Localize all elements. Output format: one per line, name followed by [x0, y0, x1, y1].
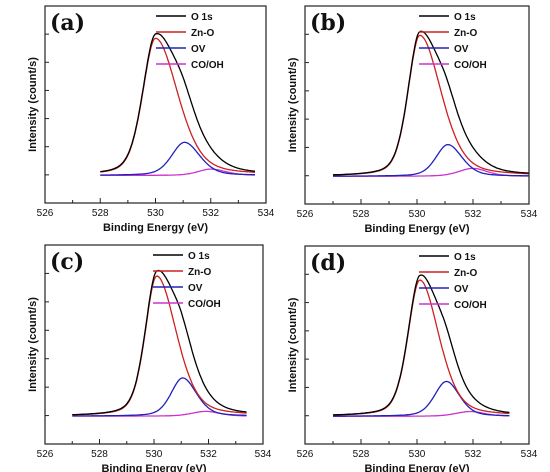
- x-axis-title: Binding Energy (eV): [364, 223, 469, 235]
- panel-label: (d): [310, 250, 346, 276]
- legend-label: O 1s: [191, 12, 213, 23]
- series-line: [100, 37, 256, 173]
- legend-label: CO/OH: [191, 60, 224, 71]
- x-tick-label: 528: [353, 209, 370, 220]
- legend-label: CO/OH: [454, 300, 487, 311]
- x-tick-label: 526: [297, 449, 314, 460]
- y-axis-title: Intensity (count/s): [27, 297, 39, 392]
- legend-label: Zn-O: [191, 28, 215, 39]
- legend-label: CO/OH: [188, 299, 221, 310]
- series-line: [333, 30, 530, 176]
- x-tick-label: 530: [147, 208, 164, 219]
- series-line: [333, 380, 510, 417]
- x-tick-label: 534: [521, 449, 538, 460]
- x-tick-label: 528: [353, 449, 370, 460]
- x-tick-label: 534: [521, 209, 538, 220]
- y-axis-title: Intensity (count/s): [287, 57, 299, 152]
- series-line: [100, 168, 255, 177]
- x-tick-label: 526: [37, 208, 54, 219]
- legend-label: OV: [188, 283, 203, 294]
- y-axis-title: Intensity (count/s): [287, 297, 299, 392]
- legend-label: OV: [454, 44, 469, 55]
- x-tick-label: 528: [92, 208, 109, 219]
- series-line: [333, 34, 530, 176]
- chart-panel: 526 528 530 532 534 Binding Energy (eV) Intens…: [287, 5, 538, 235]
- series-line: [100, 141, 255, 176]
- chart-panel: 526 528 530 532 534 Binding Energy (eV) Intens…: [287, 245, 538, 472]
- legend-label: OV: [454, 284, 469, 295]
- panel-label: (a): [50, 10, 85, 36]
- x-tick-label: 526: [37, 449, 54, 460]
- x-axis-title: Binding Energy (eV): [101, 463, 206, 472]
- legend-label: OV: [191, 44, 206, 55]
- x-tick-label: 530: [409, 209, 426, 220]
- panel-label: (c): [50, 249, 84, 275]
- x-axis-title: Binding Energy (eV): [364, 463, 469, 472]
- series-line: [332, 274, 510, 416]
- x-tick-label: 532: [202, 208, 219, 219]
- panel-label: (b): [310, 10, 346, 36]
- series-line: [72, 377, 247, 417]
- x-tick-label: 532: [465, 449, 482, 460]
- x-tick-label: 532: [200, 449, 217, 460]
- x-tick-label: 530: [146, 449, 163, 460]
- series-line: [100, 32, 256, 173]
- x-tick-label: 530: [409, 449, 426, 460]
- x-tick-label: 534: [258, 208, 275, 219]
- legend-label: Zn-O: [454, 268, 478, 279]
- chart-panel: 526 528 530 532 534 Binding Energy (eV) Intens…: [27, 244, 272, 472]
- x-axis-title: Binding Energy (eV): [103, 222, 208, 234]
- x-tick-label: 534: [255, 449, 272, 460]
- legend-label: O 1s: [188, 251, 210, 262]
- series-line: [333, 143, 529, 177]
- x-tick-label: 532: [465, 209, 482, 220]
- series-line: [72, 269, 247, 416]
- legend-label: Zn-O: [188, 267, 212, 278]
- legend-label: Zn-O: [454, 28, 478, 39]
- legend-label: O 1s: [454, 252, 476, 263]
- chart-panel: 526 528 530 532 534 Binding Energy (eV) Intens…: [27, 5, 275, 234]
- legend-label: CO/OH: [454, 60, 487, 71]
- legend-label: O 1s: [454, 12, 476, 23]
- series-line: [72, 275, 247, 416]
- x-tick-label: 528: [91, 449, 108, 460]
- y-axis-title: Intensity (count/s): [27, 57, 39, 152]
- x-tick-label: 526: [297, 209, 314, 220]
